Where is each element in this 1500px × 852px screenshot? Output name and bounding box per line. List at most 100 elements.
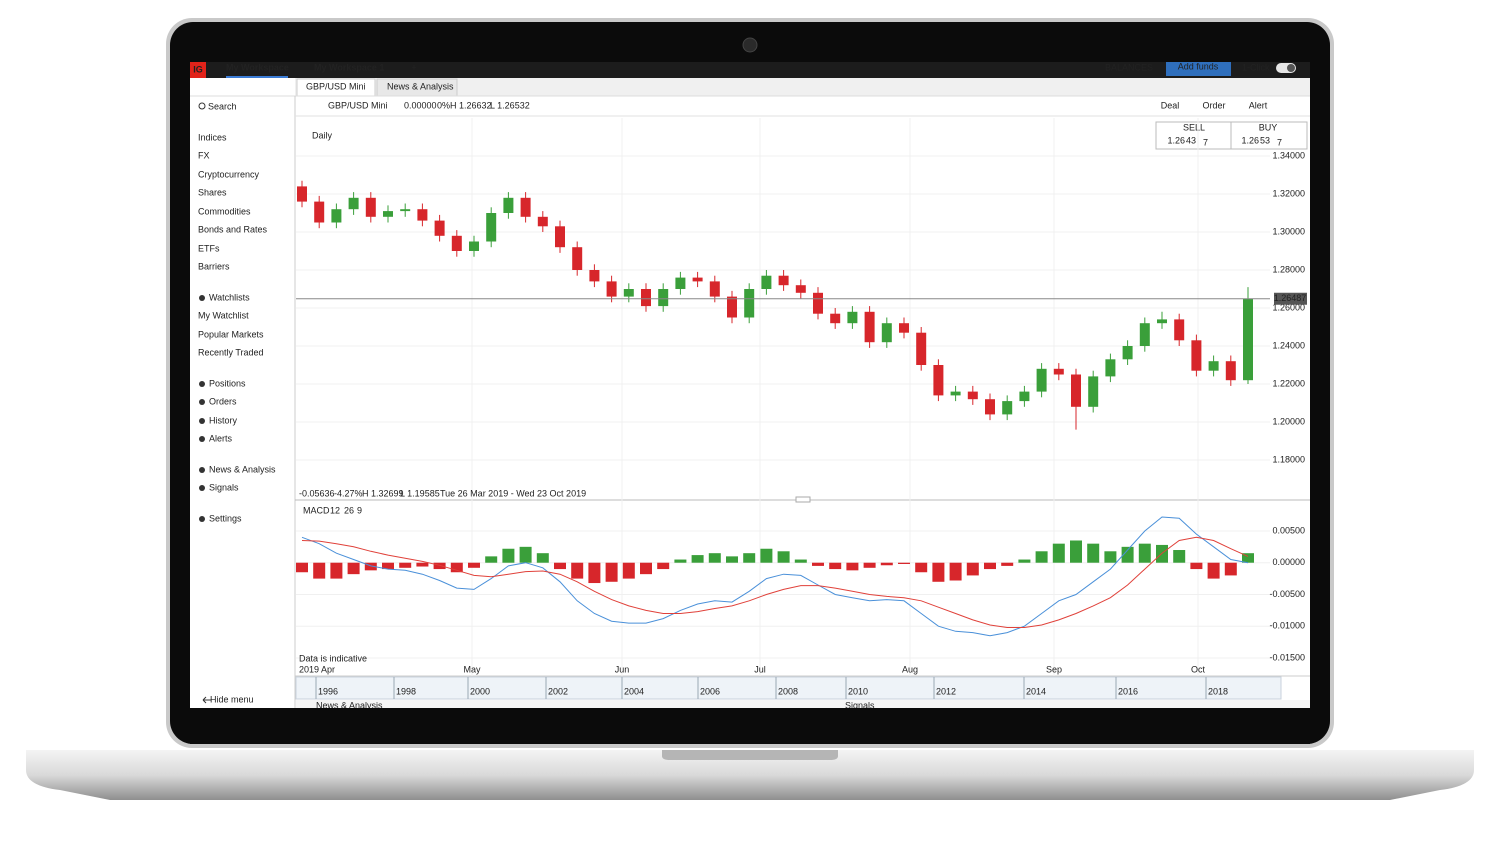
tab-label[interactable]: GBP/USD Mini (306, 81, 366, 91)
macd-histogram-bar (330, 562, 343, 579)
candle-body (503, 197, 514, 213)
screen (190, 62, 1310, 708)
sidebar-icon (199, 516, 205, 522)
macd-histogram-bar (502, 548, 515, 563)
lid-notch (662, 750, 838, 760)
y-tick-label: 1.28000 (1272, 264, 1305, 274)
sidebar-item[interactable]: News & Analysis (209, 464, 276, 474)
candle-body (383, 211, 393, 217)
sidebar-item[interactable]: Watchlists (209, 292, 250, 302)
candle-body (1191, 340, 1202, 371)
macd-histogram-bar (450, 562, 463, 573)
sidebar-item[interactable]: Recently Traded (198, 347, 264, 357)
add-funds-button[interactable] (1166, 62, 1231, 76)
y-tick-label: -0.01000 (1269, 621, 1305, 631)
navigator-year: 2014 (1026, 686, 1046, 696)
day-low: L 1.26532 (490, 100, 530, 110)
quote-big: 53 (1260, 135, 1270, 145)
time-label: Aug (902, 664, 918, 674)
sidebar-item[interactable]: FX (198, 150, 210, 160)
pane-handle[interactable] (795, 496, 811, 503)
macd-histogram-bar (364, 562, 377, 571)
sidebar-item[interactable]: My Watchlist (198, 310, 249, 320)
macd-param: 9 (357, 505, 362, 515)
navigator-year: 1998 (396, 686, 416, 696)
y-tick-label: 1.20000 (1272, 416, 1305, 426)
candle-body (830, 313, 841, 324)
sidebar-item[interactable]: Shares (198, 187, 227, 197)
sidebar-search[interactable]: Search (208, 101, 237, 111)
navigator[interactable] (295, 676, 1282, 700)
sidebar-item[interactable]: Barriers (198, 261, 230, 271)
add-funds[interactable]: Add funds (1178, 61, 1219, 71)
bottom-panel: News & Analysis (316, 700, 383, 710)
macd-histogram-bar (777, 551, 790, 563)
action[interactable]: Deal (1161, 100, 1180, 110)
sidebar-item[interactable]: Orders (209, 396, 237, 406)
macd-histogram-bar (966, 562, 979, 576)
search-icon (198, 102, 206, 110)
action[interactable]: Alert (1249, 100, 1268, 110)
one-click[interactable]: 1-Click (1242, 62, 1270, 72)
sidebar-item[interactable]: Cryptocurrency (198, 169, 260, 179)
macd-histogram-bar (1018, 559, 1031, 563)
sidebar-item[interactable]: Positions (209, 378, 246, 388)
navigator-year: 2016 (1118, 686, 1138, 696)
sidebar-item[interactable]: History (209, 415, 238, 425)
sidebar-icon (199, 399, 205, 405)
candle-body (1036, 368, 1047, 392)
new-tab[interactable]: + (411, 62, 416, 72)
candle-body (623, 289, 634, 297)
macd-histogram-bar (519, 546, 532, 563)
current-price-box (1274, 292, 1307, 305)
sidebar-icon (199, 418, 205, 424)
sidebar-item[interactable]: Popular Markets (198, 329, 264, 339)
candle-body (967, 391, 978, 400)
tab-label[interactable]: News & Analysis (387, 81, 454, 91)
candle-body (1019, 391, 1030, 402)
sidebar-item[interactable]: ETFs (198, 243, 220, 253)
macd-histogram-bar (1224, 562, 1237, 576)
workspace-tab[interactable]: My Workspace (226, 62, 289, 72)
action[interactable]: Order (1202, 100, 1225, 110)
macd-title: MACD (303, 505, 330, 515)
sidebar-item[interactable]: Commodities (198, 206, 251, 216)
camera (742, 37, 758, 53)
macd-histogram-bar (313, 562, 326, 579)
sidebar-item[interactable]: Alerts (209, 433, 233, 443)
hide-menu-icon (202, 696, 211, 704)
candle-body (864, 311, 875, 343)
candle-body (692, 277, 703, 282)
laptop-base (26, 750, 1474, 800)
hide-menu[interactable]: Hide menu (210, 694, 254, 704)
sidebar-item[interactable]: Signals (209, 482, 239, 492)
macd-histogram-bar (1207, 562, 1220, 579)
macd-histogram-bar (296, 562, 308, 573)
candle-body (1071, 374, 1081, 407)
tab-strip (295, 78, 1310, 96)
quote-label: SELL (1183, 122, 1205, 132)
macd-histogram-bar (1190, 562, 1203, 570)
sidebar-item[interactable]: Bonds and Rates (198, 224, 268, 234)
workspace-tab[interactable]: My Workspace 1 (314, 62, 384, 72)
candle-body (348, 197, 359, 210)
sidebar-icon (199, 467, 205, 473)
candle-body (572, 247, 583, 270)
candle-body (727, 296, 737, 318)
balances[interactable]: BALANCES (1105, 62, 1153, 72)
navigator-year: 2004 (624, 686, 644, 696)
macd-histogram-bar (657, 562, 670, 570)
candle-body (537, 216, 548, 227)
sidebar-item[interactable]: Settings (209, 513, 242, 523)
macd-histogram-bar (1173, 550, 1186, 563)
change: 0.00000 (404, 100, 437, 110)
macd-histogram-bar (1138, 543, 1151, 563)
interval: Daily (312, 130, 333, 140)
navigator-year: 1996 (318, 686, 338, 696)
navigator-year: 2012 (936, 686, 956, 696)
macd-histogram-bar (949, 562, 962, 581)
candle-body (795, 285, 806, 293)
sidebar-item[interactable]: Indices (198, 132, 227, 142)
candle-body (1157, 319, 1167, 324)
candle-body (297, 186, 307, 202)
